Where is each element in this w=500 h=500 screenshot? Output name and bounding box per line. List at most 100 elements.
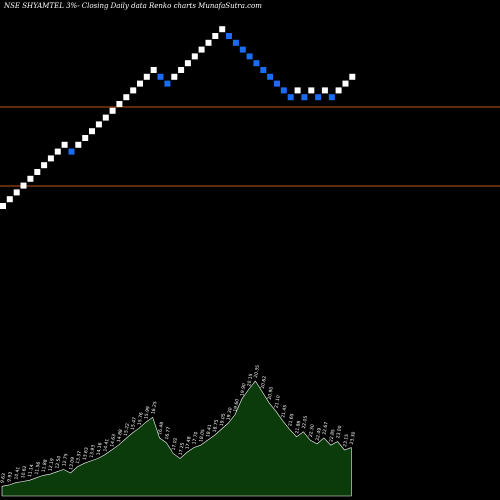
volume-label: 20.15 [246,373,254,387]
renko-brick-up [27,175,34,182]
volume-label: 16.77 [164,426,172,440]
renko-brick-up [137,80,143,87]
volume-label: 13.63 [82,447,90,461]
renko-brick-down [232,39,239,46]
volume-label: 14.88 [116,429,124,443]
volume-label: 21.65 [287,413,295,427]
volume-label: 20.35 [253,364,261,378]
renko-brick-up [123,94,130,101]
volume-label: 19.90 [239,383,247,397]
volume-label: 15.22 [123,423,131,437]
volume-label: 20.90 [267,386,275,400]
volume-label: 21.10 [274,395,282,409]
renko-brick-up [171,73,178,80]
renko-brick-up [191,53,198,60]
renko-brick-up [212,33,219,39]
volume-label: 14.63 [109,433,117,447]
volume-label: 23.15 [342,433,350,447]
volume-label: 17.70 [191,431,199,445]
renko-brick-up [150,67,157,73]
renko-brick-down [239,46,246,53]
volume-label: 18.41 [205,424,213,438]
volume-label: 9.93 [6,471,14,482]
volume-label: 15.47 [130,417,138,431]
volume-label: 22.85 [328,429,336,443]
renko-brick-up [61,141,68,148]
volume-label: 15.99 [143,406,151,420]
volume-label: 17.48 [184,436,192,450]
renko-brick-down [253,60,260,67]
renko-brick-down [280,87,287,94]
renko-brick-down [328,94,335,101]
volume-label: 10.62 [20,465,28,479]
volume-label: 23.30 [349,431,357,445]
renko-brick-up [321,87,328,94]
renko-brick-up [198,46,205,53]
renko-brick-up [342,80,349,87]
renko-brick-down [157,73,164,80]
volume-label: 11.14 [27,464,35,478]
renko-brick-up [20,182,27,189]
renko-brick-down [246,53,253,60]
volume-label: 21.88 [294,420,302,434]
volume-label: 19.05 [219,413,227,427]
volume-label: 9.63 [0,473,7,484]
volume-label: 22.30 [308,424,316,438]
renko-brick-up [75,141,82,148]
volume-label: 23.00 [335,425,343,439]
renko-brick-up [89,128,95,135]
renko-brick-up [54,148,61,155]
volume-label: 12.75 [61,453,69,467]
renko-brick-up [205,39,212,46]
volume-label: 10.41 [13,466,21,480]
volume-label: 13.37 [75,450,83,464]
volume-label: 18.75 [212,419,220,433]
renko-brick-down [164,80,171,87]
volume-area [1,380,352,497]
volume-label: 11.88 [41,459,49,473]
volume-label: 14.41 [102,438,110,452]
renko-brick-down [226,33,232,39]
renko-brick-up [219,26,226,33]
volume-label: 14.16 [95,442,103,456]
renko-brick-up [130,87,137,94]
renko-brick-down [287,94,294,101]
renko-brick-up [335,87,342,94]
renko-brick-down [301,94,308,101]
renko-brick-up [116,101,123,107]
chart-header: NSE SHYAMTEL 3%- Closing Daily data Renk… [4,2,262,10]
renko-brick-down [315,94,322,101]
renko-brick-up [41,162,48,169]
volume-label: 13.93 [89,444,97,458]
renko-brick-up [47,155,54,162]
volume-label: 17.25 [178,442,186,456]
renko-brick-up [294,87,301,94]
volume-label: 19.60 [232,398,240,412]
volume-label: 22.05 [301,415,309,429]
renko-brick-up [34,169,41,175]
renko-brick-up [102,114,109,121]
volume-label: 22.67 [321,421,329,435]
volume-label: 18.05 [198,429,206,443]
volume-label: 11.56 [34,461,42,475]
renko-brick-up [349,73,356,80]
volume-label: 12.50 [54,455,62,469]
volume-label: 22.49 [315,427,323,441]
renko-brick-down [267,73,274,80]
volume-label: 19.30 [226,407,234,421]
renko-brick-up [308,87,315,94]
renko-brick-up [178,67,185,73]
volume-label: 17.02 [171,437,179,451]
renko-brick-up [143,73,150,80]
renko-brick-up [95,121,102,128]
renko-brick-up [109,107,116,114]
volume-label: 15.76 [137,412,145,426]
renko-brick-up [6,196,13,203]
renko-brick-down [260,67,267,73]
volume-label: 21.45 [280,404,288,418]
renko-brick-up [0,203,6,209]
volume-label: 20.62 [260,375,268,389]
renko-brick-up [13,189,20,196]
volume-label: 16.48 [157,421,165,435]
